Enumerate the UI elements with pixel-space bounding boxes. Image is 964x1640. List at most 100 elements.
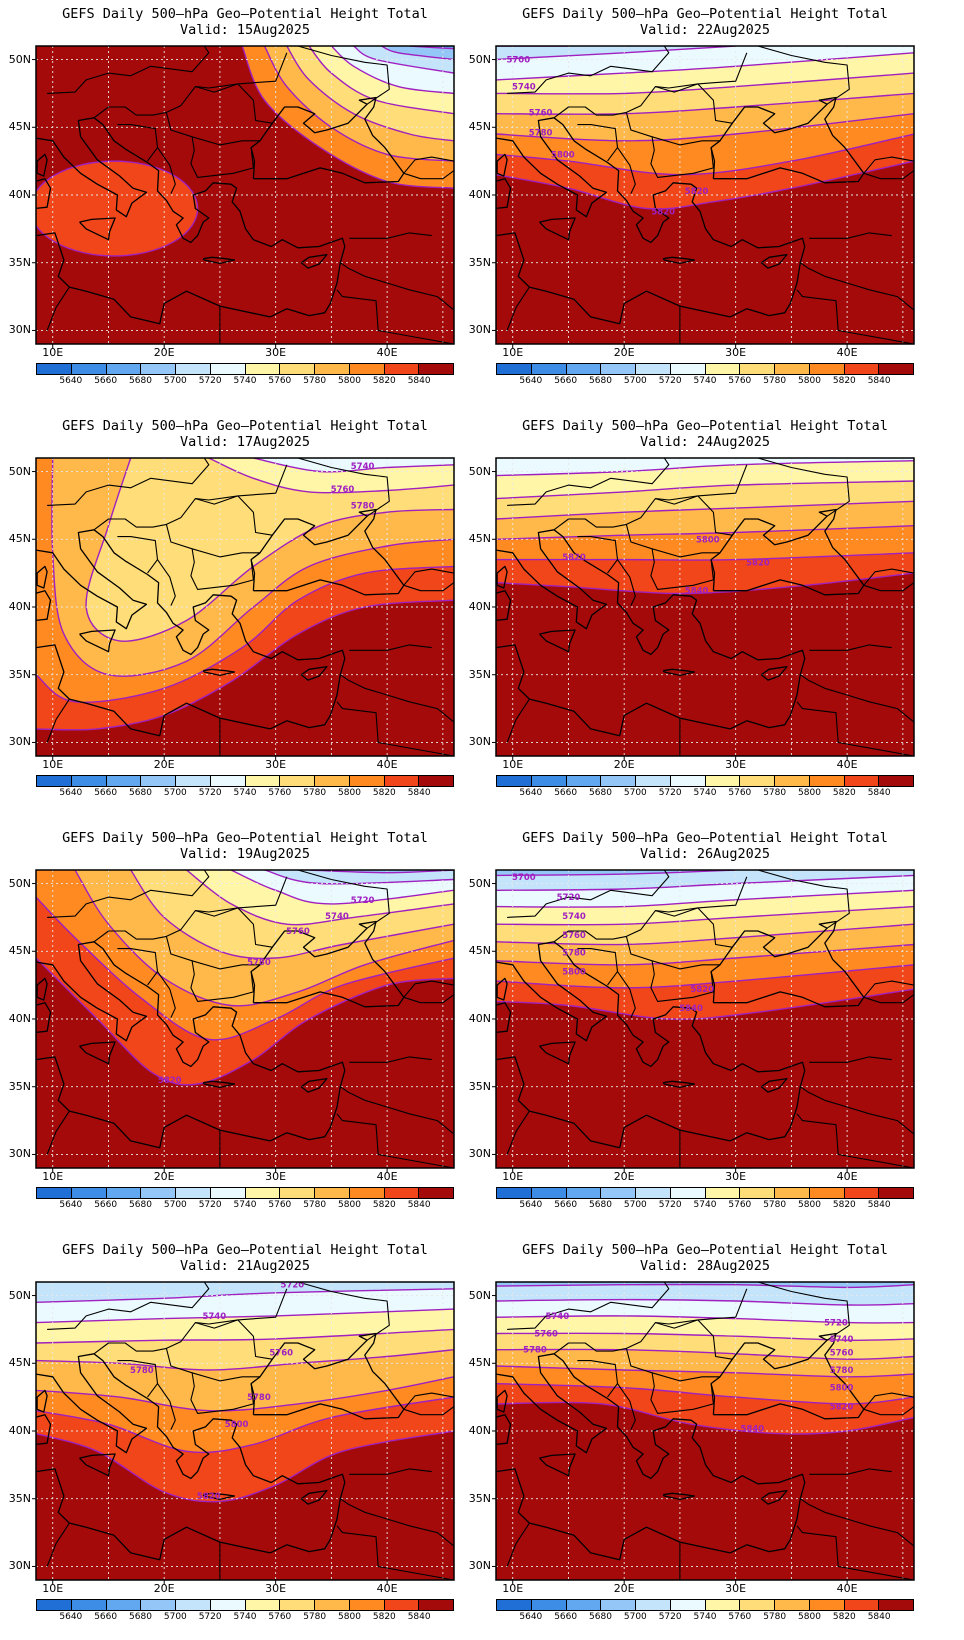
height-map: 5720 5740 5760 5780 5780 5800 5820: [32, 1281, 455, 1584]
country-border: [403, 582, 454, 592]
lon-label: 20E: [613, 1582, 635, 1595]
country-border: [403, 156, 454, 174]
colorbar-tick-label: 5640: [59, 1200, 83, 1210]
contour-line: [496, 92, 914, 115]
country-border: [651, 960, 720, 970]
country-border: [863, 568, 914, 586]
lon-label: 40E: [376, 1582, 398, 1595]
colorbar: [496, 363, 914, 375]
country-border: [191, 1372, 260, 1382]
country-border: [577, 124, 619, 162]
coastline: [269, 1482, 346, 1554]
colorbar-swatch: [419, 1600, 453, 1610]
contour-label: 5740: [512, 83, 536, 93]
coastline: [496, 644, 731, 737]
colorbar-tick-label: 5760: [268, 788, 292, 798]
country-border: [403, 980, 454, 998]
colorbar-tick-label: 5660: [94, 1200, 118, 1210]
contour-line: [496, 1283, 914, 1289]
country-border: [577, 1360, 619, 1398]
colorbar-tick-label: 5760: [268, 1612, 292, 1622]
coastline: [496, 178, 512, 210]
country-border: [655, 1288, 748, 1329]
forecast-panel: GEFS Daily 500–hPa Geo–Potential Height …: [460, 412, 960, 812]
contour-label: 5820: [158, 1076, 182, 1086]
colorbar-swatch: [280, 1188, 315, 1198]
colorbar-tick-label: 5720: [658, 376, 682, 386]
lat-label: 30N: [8, 1147, 31, 1161]
contour-label: 5800: [830, 1384, 854, 1394]
coastline: [36, 178, 52, 210]
contour-label: 5720: [351, 896, 375, 906]
country-border: [47, 46, 210, 94]
contour-label: 5820: [685, 187, 709, 197]
lon-label: 10E: [42, 1582, 64, 1595]
contour-label: 5800: [696, 535, 720, 545]
country-border: [625, 1348, 714, 1414]
colorbar-tick-label: 5720: [198, 788, 222, 798]
colorbar-swatch: [37, 1600, 72, 1610]
country-border: [117, 948, 159, 986]
coastline: [250, 920, 405, 1008]
contour-label: 5800: [562, 968, 586, 978]
country-border: [403, 994, 454, 1004]
coastline: [79, 1041, 116, 1065]
colorbar-tick-label: 5820: [372, 376, 396, 386]
colorbar: [496, 775, 914, 787]
panel-valid-date: Valid: 21Aug2025: [179, 1258, 311, 1274]
colorbar-tick-label: 5680: [589, 1612, 612, 1622]
country-border: [165, 1348, 254, 1414]
colorbar-swatch: [566, 776, 602, 786]
coastline: [539, 217, 576, 241]
coastline: [79, 217, 116, 241]
coastline: [496, 590, 512, 622]
contour-line: [496, 889, 914, 908]
contour-line: [496, 113, 914, 142]
colorbar-tick-label: 5740: [693, 788, 717, 798]
country-border: [796, 1525, 914, 1580]
panel-title: GEFS Daily 500–hPa Geo–Potential Height …: [62, 6, 428, 22]
colorbar-tick-label: 5700: [623, 788, 647, 798]
colorbar-tick-label: 5800: [798, 1612, 821, 1622]
coastline: [662, 668, 696, 677]
country-border: [339, 1498, 454, 1547]
contour-line: [496, 1401, 914, 1435]
country-border: [47, 1282, 210, 1330]
lon-label: 10E: [502, 346, 524, 359]
colorbar-swatch: [705, 776, 741, 786]
contour-line: [496, 552, 914, 561]
country-border: [157, 1383, 176, 1430]
panel-valid-date: Valid: 26Aug2025: [639, 846, 771, 862]
panel-valid-date: Valid: 28Aug2025: [639, 1258, 771, 1274]
contour-line: [186, 870, 454, 926]
contour-line: [496, 460, 914, 477]
country-border: [336, 1113, 454, 1168]
contour-line: [208, 458, 454, 494]
colorbar-tick-label: 5680: [589, 788, 612, 798]
contour-line: [496, 988, 914, 1020]
coastline: [760, 1489, 788, 1505]
country-border: [191, 960, 260, 970]
coastline: [79, 629, 116, 653]
colorbar-tick-label: 5640: [519, 376, 543, 386]
country-border: [336, 289, 454, 344]
contour-label: 5780: [247, 1393, 271, 1403]
country-border: [799, 674, 914, 723]
lat-label: 30N: [468, 1147, 491, 1161]
colorbar-tick-label: 5840: [867, 1200, 891, 1210]
height-map: 5700 5720 5740 5760 5780 5800 5820 5840: [492, 869, 915, 1172]
height-map: 5700 5740 5760 5780 5800 5820 5820: [492, 45, 915, 348]
country-border: [863, 170, 914, 180]
contour-label: 5760: [534, 1329, 558, 1339]
coastline: [269, 1070, 346, 1142]
contour-line: [496, 1365, 914, 1378]
colorbar-tick-label: 5660: [94, 1612, 118, 1622]
country-border: [625, 936, 714, 1002]
colorbar-swatch: [775, 364, 810, 374]
coastline: [913, 1370, 914, 1371]
coastline: [36, 1353, 148, 1454]
colorbar-tick-label: 5720: [658, 1612, 682, 1622]
colorbar-swatch: [670, 776, 706, 786]
contour-line: [496, 1298, 914, 1306]
colorbar-swatch: [245, 1600, 281, 1610]
